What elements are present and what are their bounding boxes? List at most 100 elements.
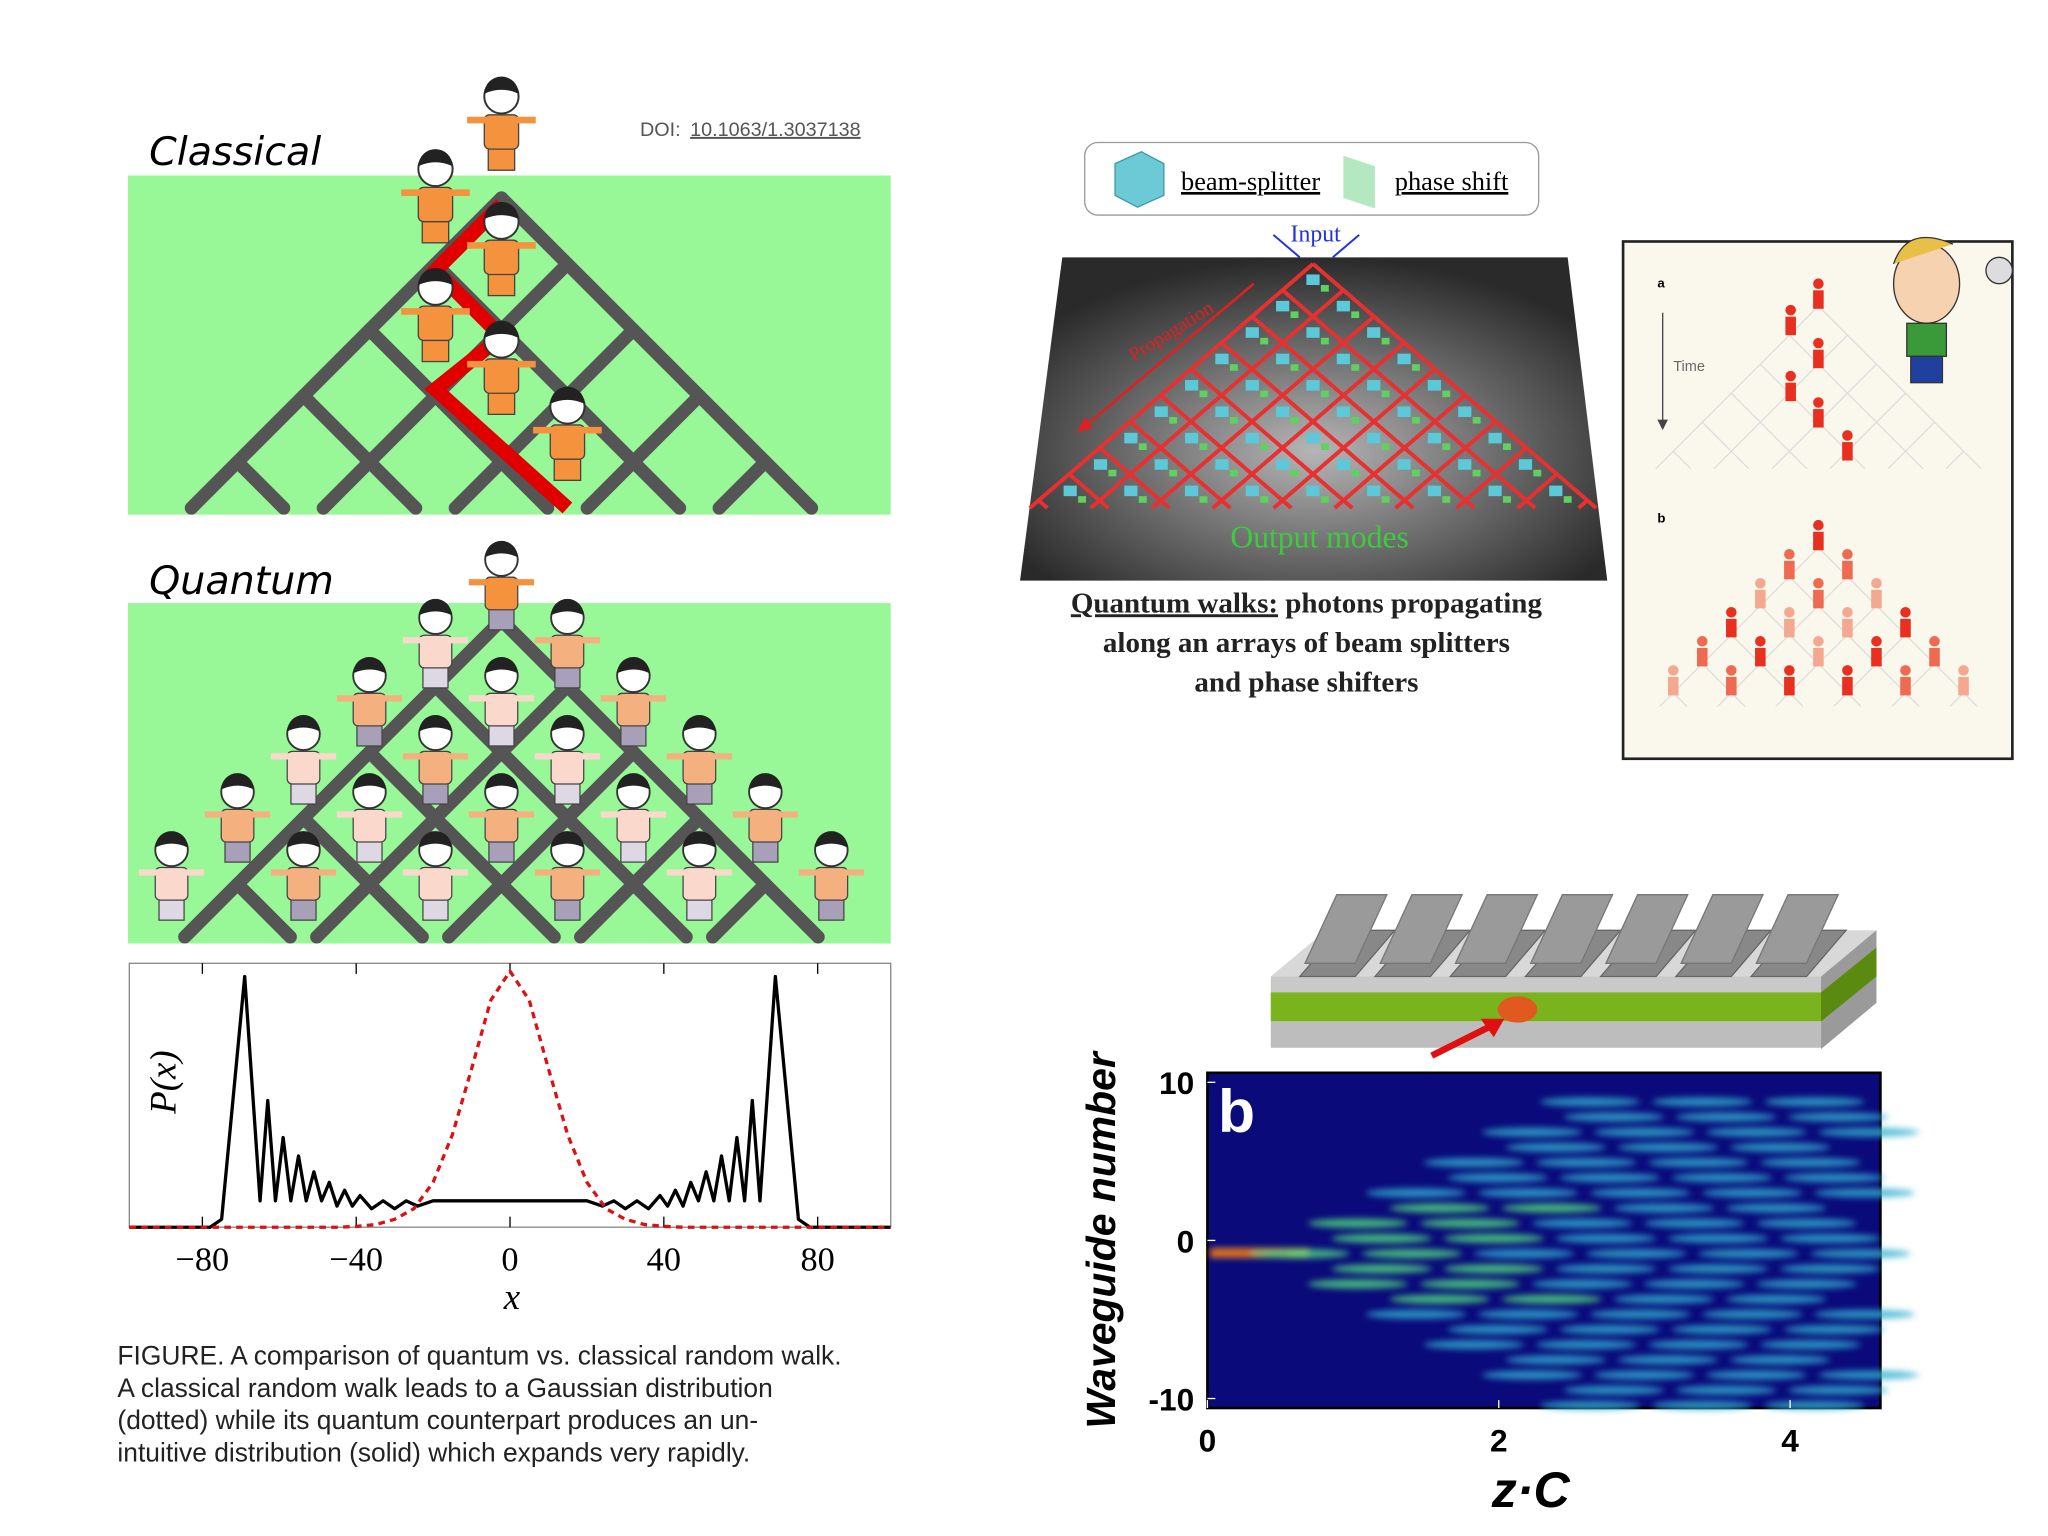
beam-splitter (1488, 485, 1502, 497)
mini-head (1842, 607, 1853, 618)
x-tick-label: −40 (329, 1241, 383, 1279)
phase-shifter (1138, 443, 1147, 450)
phase-shift-icon (1343, 155, 1376, 209)
hair (551, 598, 584, 616)
intensity-blob (1702, 1188, 1803, 1198)
intensity-blob (1536, 1157, 1637, 1168)
body (682, 866, 717, 901)
intensity-blob (1667, 1233, 1769, 1244)
beam-splitter (1184, 485, 1199, 497)
beam-splitter (1124, 432, 1138, 444)
mini-body (1667, 676, 1679, 696)
intensity-blob (1477, 1188, 1579, 1198)
intensity-blob (1760, 1340, 1861, 1350)
lattice-bar (1945, 450, 1965, 470)
beam-splitter (1306, 327, 1320, 338)
intensity-blob (1443, 1233, 1544, 1244)
hair (617, 656, 650, 674)
mini-head (1755, 636, 1766, 647)
phase-shifter (1138, 496, 1147, 503)
caption-line: Quantum walks: photons propagating (1071, 587, 1543, 619)
hair (485, 773, 518, 790)
walker (600, 656, 666, 747)
subpanel-label: a (1657, 276, 1665, 291)
mini-head (1726, 607, 1737, 618)
phase-shifter (1320, 496, 1329, 503)
lattice-bar (296, 811, 429, 944)
x-tick-label: 2 (1490, 1423, 1508, 1459)
phase-shifter (1199, 496, 1208, 503)
ridge-top (1379, 894, 1464, 964)
walker (534, 715, 601, 805)
lattice-bar (712, 455, 772, 515)
lattice-bar (362, 745, 561, 944)
caption-line: (dotted) while its quantum counterpart p… (117, 1405, 758, 1435)
body (220, 808, 255, 843)
beam-splitter (1458, 406, 1472, 417)
mini-body (1813, 589, 1824, 609)
lattice-bar (296, 389, 423, 515)
lattice (178, 613, 825, 944)
legs (290, 780, 317, 805)
beam-splitter (1427, 485, 1441, 497)
figure-caption: FIGURE. A comparison of quantum vs. clas… (117, 1340, 841, 1467)
beam-splitter (1063, 485, 1077, 497)
phase-shifter (1472, 469, 1481, 477)
intensity-blob (1505, 1355, 1606, 1365)
phase-shifter (1290, 416, 1299, 424)
phase-shifter (1381, 443, 1390, 450)
lattice-bar (1672, 450, 1692, 470)
mini-body (1842, 676, 1853, 696)
mini-body (1842, 618, 1853, 638)
waveguide (1129, 420, 1232, 510)
mini-head (1785, 370, 1796, 382)
beam-splitter (1397, 353, 1411, 365)
walker (468, 656, 535, 747)
mini-body (1755, 647, 1766, 667)
phase-shifter (1290, 364, 1299, 371)
x-tick-label: 0 (501, 1241, 518, 1279)
intensity-blob (1675, 1112, 1777, 1122)
mini-head (1842, 665, 1853, 676)
intensity-blob (1539, 1400, 1641, 1410)
mini-body (1842, 442, 1853, 461)
mini-body (1900, 618, 1911, 638)
body (550, 750, 585, 785)
lattice-bar (1788, 334, 1924, 470)
beam-splitter (1336, 300, 1350, 312)
mini-body (1696, 647, 1708, 667)
hair (221, 773, 254, 790)
input-beam-core (1210, 1250, 1290, 1255)
beam-splitter (1154, 406, 1168, 417)
y-axis-label: Waveguide number (1078, 1050, 1124, 1429)
legend-entry: beam-splitter (1181, 166, 1320, 196)
ridge-top (1529, 894, 1614, 964)
mini-head (1813, 636, 1824, 647)
beam-splitter (1306, 432, 1320, 444)
lattice-bar (705, 877, 772, 944)
hair (419, 598, 452, 616)
panel-label: Classical (149, 129, 321, 175)
walker (402, 831, 469, 921)
legs (487, 271, 516, 297)
waveguide (1394, 420, 1497, 510)
intensity-blob (1756, 1218, 1857, 1228)
beam-splitter (1215, 353, 1229, 365)
series-line (129, 974, 891, 1229)
legs (422, 896, 449, 921)
intensity-blob (1671, 1324, 1773, 1335)
hair (551, 715, 584, 732)
probability-plot: −80 −40 0 40 80 x P(x) (128, 962, 892, 1317)
caption-line: and phase shifters (1194, 666, 1418, 698)
beam-splitter (1336, 353, 1350, 365)
legs (553, 455, 582, 481)
legs (686, 780, 713, 805)
walker (401, 149, 470, 244)
phase-shifter (1411, 469, 1420, 477)
lattice-bar (1887, 421, 1936, 470)
ridge-top (1755, 894, 1840, 964)
phase-shifter (1563, 496, 1572, 503)
lattice-bar (1701, 663, 1746, 707)
doi-link[interactable]: 10.1063/1.3037138 (690, 119, 861, 141)
phase-shifter (1351, 364, 1360, 371)
